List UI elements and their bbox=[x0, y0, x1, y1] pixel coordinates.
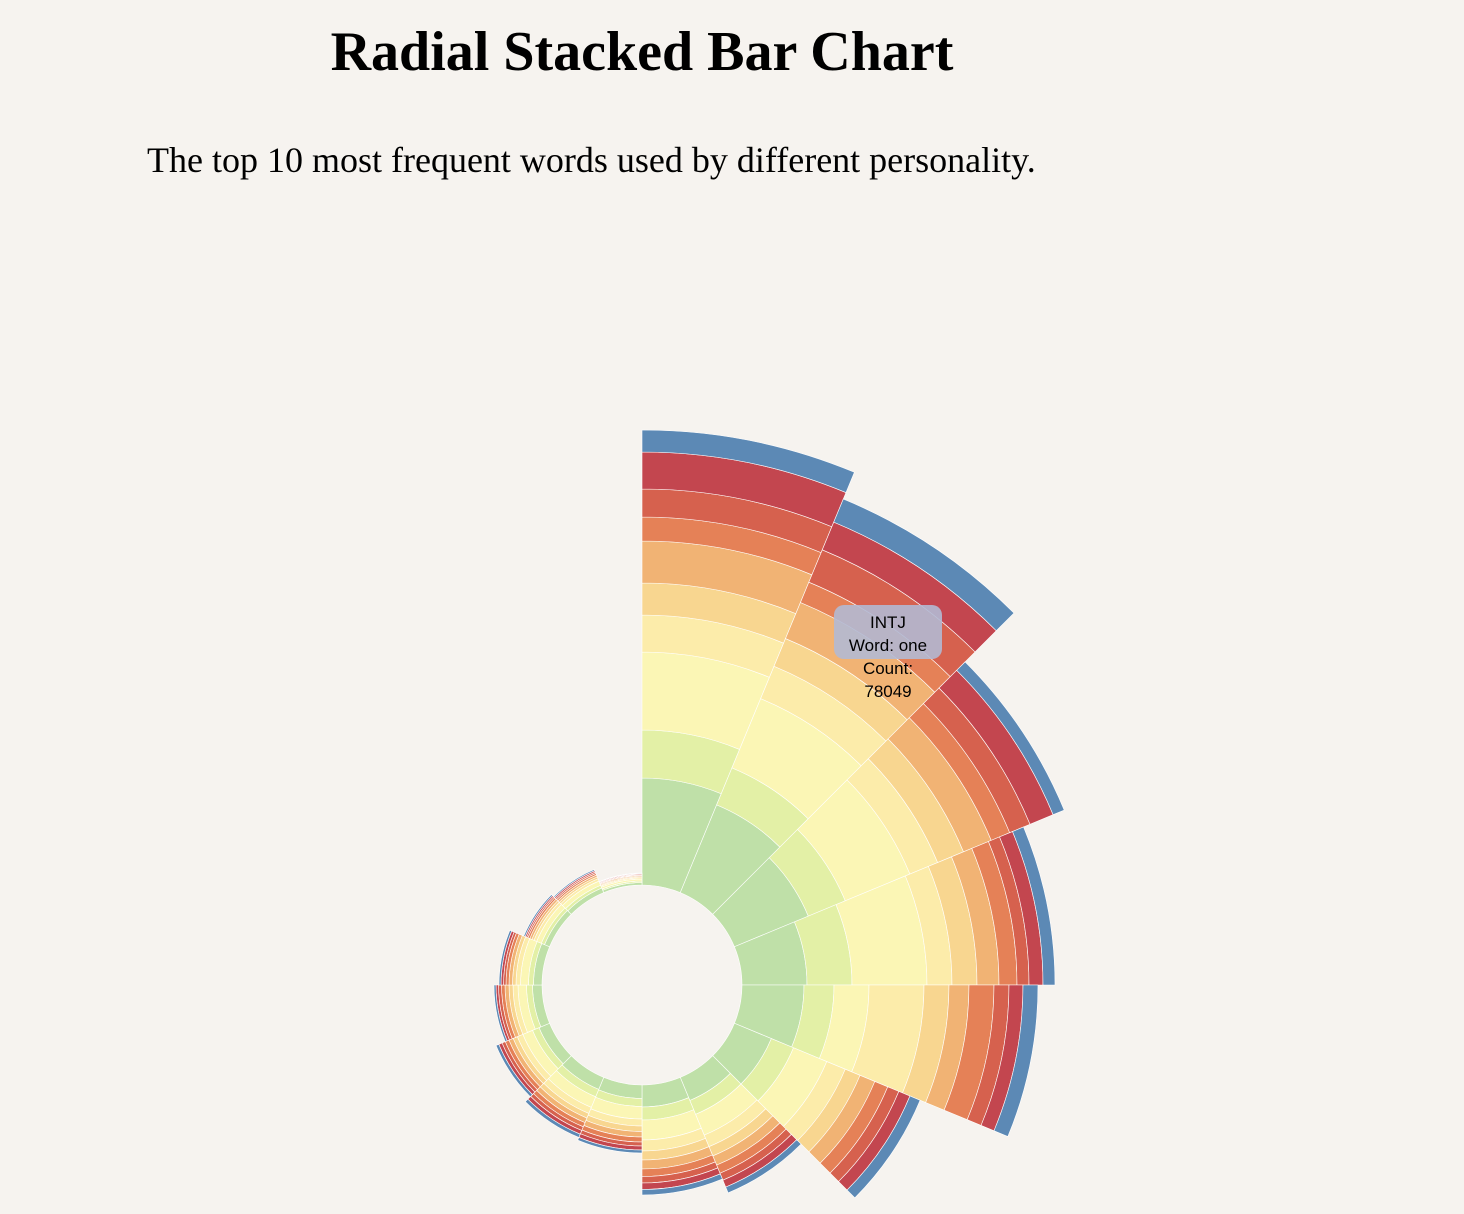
bar-segment bbox=[846, 1095, 921, 1199]
tooltip: INTJ Word: one Count: 78049 bbox=[834, 605, 942, 701]
tooltip-word: Word: one bbox=[849, 636, 927, 655]
bar-segment bbox=[553, 869, 596, 898]
bar-segment bbox=[641, 429, 855, 493]
bar-segment bbox=[524, 1098, 581, 1138]
bar-segment bbox=[833, 498, 1015, 632]
bar-segment bbox=[498, 929, 513, 986]
tooltip-count: 78049 bbox=[864, 682, 911, 701]
bar-segment bbox=[1012, 826, 1056, 986]
tooltip-count-prefix: Count: bbox=[863, 659, 913, 678]
bar-segment bbox=[641, 1173, 723, 1196]
bar-segment bbox=[523, 894, 553, 937]
tooltip-word-prefix: Word: bbox=[849, 636, 894, 655]
bar-segment bbox=[493, 984, 508, 1043]
bar-segment bbox=[598, 872, 643, 883]
bars bbox=[493, 429, 1065, 1199]
tooltip-word-value: one bbox=[899, 636, 927, 655]
chart-title: Radial Stacked Bar Chart bbox=[331, 21, 954, 83]
tooltip-category: INTJ bbox=[870, 613, 906, 632]
bar-segment bbox=[993, 984, 1039, 1137]
bar-segment bbox=[725, 1139, 802, 1194]
chart-subtitle: The top 10 most frequent words used by d… bbox=[147, 140, 1036, 180]
bar-segment bbox=[956, 661, 1065, 816]
bar-segment bbox=[495, 1043, 533, 1098]
tooltip-box bbox=[834, 605, 942, 659]
